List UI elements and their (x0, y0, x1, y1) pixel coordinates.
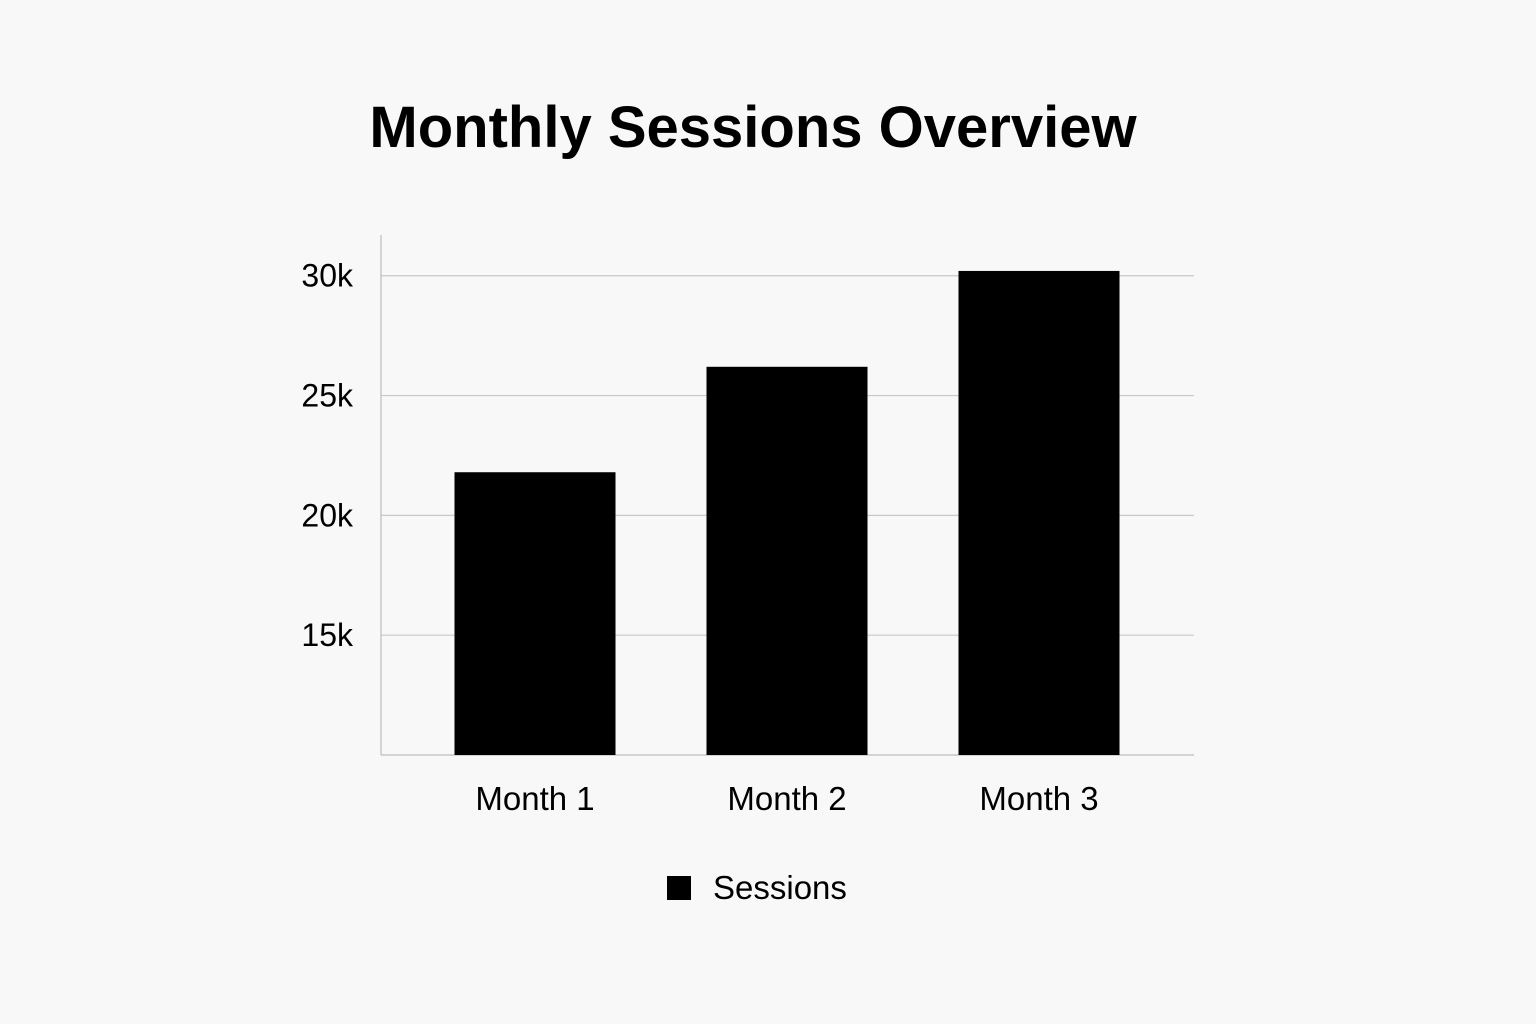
y-tick-label: 20k (301, 497, 354, 533)
x-tick-label: Month 2 (727, 780, 846, 817)
legend-label-sessions: Sessions (713, 869, 847, 906)
y-tick-label: 15k (301, 617, 354, 653)
chart-legend: Sessions (667, 866, 847, 910)
bar-2 (706, 366, 868, 755)
bar-1 (454, 472, 616, 755)
x-tick-label: Month 3 (979, 780, 1098, 817)
y-tick-label: 30k (301, 258, 354, 294)
bar-3 (958, 270, 1120, 755)
chart-title: Monthly Sessions Overview (369, 95, 1137, 160)
y-tick-label: 25k (301, 378, 354, 414)
legend-swatch-sessions (667, 876, 691, 900)
x-tick-label: Month 1 (475, 780, 594, 817)
